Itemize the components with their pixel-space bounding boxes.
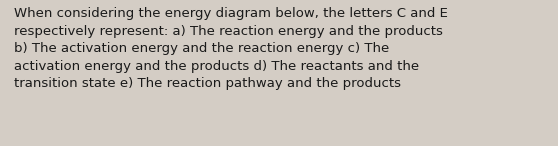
Text: When considering the energy diagram below, the letters C and E
respectively repr: When considering the energy diagram belo…	[14, 7, 448, 90]
